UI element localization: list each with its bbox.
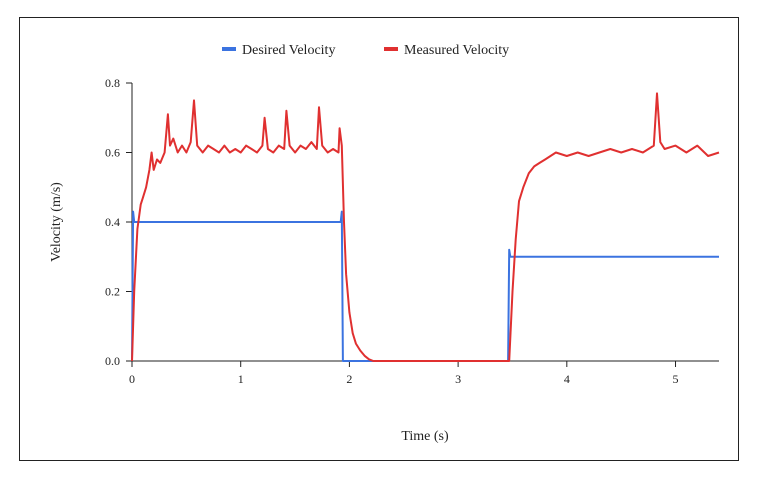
- y-ticks: 0.0 0.2 0.4 0.6 0.8: [105, 76, 132, 368]
- x-tick-label: 0: [129, 372, 135, 386]
- series-layer: [131, 92, 720, 362]
- x-ticks: 0 1 2 3 4 5: [129, 361, 679, 386]
- y-tick-label: 0.0: [105, 354, 120, 368]
- series-line-measured: [131, 92, 720, 362]
- y-tick-label: 0.8: [105, 76, 120, 90]
- legend: Desired Velocity Measured Velocity: [222, 43, 509, 58]
- y-tick-label: 0.4: [105, 215, 120, 229]
- legend-label-measured: Measured Velocity: [404, 43, 509, 58]
- legend-swatch-desired: [222, 47, 236, 51]
- x-tick-label: 3: [455, 372, 461, 386]
- x-tick-label: 2: [346, 372, 352, 386]
- legend-label-desired: Desired Velocity: [242, 43, 335, 58]
- y-tick-label: 0.6: [105, 146, 120, 160]
- series-line-desired: [131, 210, 719, 362]
- legend-swatch-measured: [384, 47, 398, 51]
- y-axis-label: Velocity (m/s): [49, 182, 64, 262]
- y-tick-label: 0.2: [105, 285, 120, 299]
- x-tick-label: 5: [673, 372, 679, 386]
- x-tick-label: 4: [564, 372, 570, 386]
- x-tick-label: 1: [238, 372, 244, 386]
- x-axis-label: Time (s): [401, 429, 449, 444]
- chart-frame: [19, 17, 739, 461]
